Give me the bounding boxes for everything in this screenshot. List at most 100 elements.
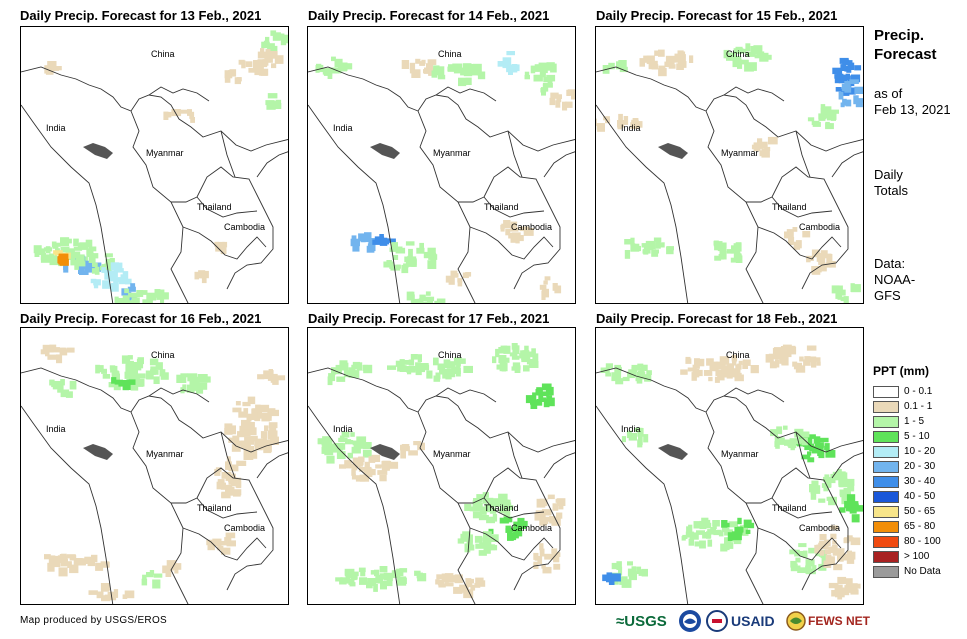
- precip-cell: [52, 244, 59, 249]
- precip-cell: [110, 365, 118, 373]
- daily-line2: Totals: [874, 183, 908, 198]
- precip-cell: [658, 49, 665, 57]
- precip-cell: [845, 99, 852, 107]
- precip-cell: [426, 370, 433, 379]
- precip-cell: [265, 36, 270, 44]
- precip-cell: [839, 507, 846, 513]
- precip-cell: [737, 526, 743, 535]
- precip-cell: [348, 367, 354, 372]
- precip-cell: [407, 369, 412, 375]
- precip-cell: [834, 584, 843, 593]
- precip-cell: [498, 355, 507, 364]
- country-border: [171, 196, 258, 218]
- precip-cell: [524, 71, 530, 78]
- precip-cell: [826, 114, 833, 121]
- precip-cell: [70, 251, 81, 260]
- precip-cell: [776, 426, 783, 435]
- precip-cell: [472, 63, 482, 72]
- precip-cell: [807, 457, 815, 463]
- precip-cell: [724, 537, 732, 545]
- precip-cell: [243, 429, 251, 437]
- precip-cell: [363, 466, 372, 473]
- precip-cell: [689, 532, 699, 540]
- precip-cell: [543, 398, 550, 408]
- precip-cell: [831, 285, 840, 294]
- country-border: [543, 452, 575, 479]
- map-label-thailand: Thailand: [484, 202, 519, 212]
- precip-cell: [839, 480, 849, 488]
- country-border: [746, 196, 833, 218]
- precip-cell: [686, 526, 691, 534]
- legend-item: > 100: [873, 549, 941, 564]
- precip-cell: [70, 259, 78, 266]
- precip-cell: [63, 264, 69, 273]
- precip-cell: [214, 468, 221, 476]
- map-label-india: India: [621, 123, 641, 133]
- country-border: [543, 151, 575, 178]
- precip-cell: [57, 555, 68, 564]
- precip-cell: [722, 365, 732, 373]
- precip-cell: [707, 539, 713, 547]
- precip-cell: [478, 550, 487, 556]
- precip-map: [21, 344, 288, 604]
- legend-swatch: [873, 460, 899, 473]
- precip-cell: [540, 397, 546, 402]
- precip-cell: [60, 379, 65, 386]
- precip-cell: [543, 280, 548, 285]
- precip-cell: [234, 489, 242, 496]
- precip-cell: [825, 450, 836, 458]
- precip-cell: [260, 70, 268, 76]
- precip-cell: [537, 556, 543, 565]
- precip-cell: [653, 237, 662, 242]
- country-border: [795, 130, 811, 178]
- precip-cell: [482, 537, 488, 542]
- precip-cell: [518, 235, 524, 242]
- precip-cell: [819, 437, 829, 443]
- precip-cell: [396, 568, 404, 576]
- precip-cell: [810, 485, 821, 494]
- precip-cell: [442, 373, 449, 379]
- precip-cell: [383, 261, 394, 268]
- precip-cell: [719, 356, 730, 365]
- precip-cell: [510, 221, 518, 228]
- usaid-logo: USAID: [706, 606, 775, 636]
- precip-cell: [226, 456, 231, 463]
- precip-cell: [597, 123, 605, 132]
- precip-cell: [101, 368, 107, 374]
- precip-cell: [275, 32, 281, 40]
- precip-cell: [334, 58, 343, 68]
- country-border: [308, 405, 401, 604]
- precip-cell: [351, 469, 356, 476]
- precip-cell: [834, 474, 843, 479]
- precip-cell: [228, 473, 236, 483]
- legend-title: PPT (mm): [873, 364, 930, 378]
- delta-shape: [83, 444, 113, 460]
- precip-cell: [818, 542, 823, 547]
- precip-cell: [326, 455, 335, 464]
- precip-cell: [626, 430, 632, 439]
- precip-cell: [618, 566, 623, 576]
- legend-label: 65 - 80: [904, 521, 936, 532]
- precip-cell: [733, 538, 742, 545]
- map-label-india: India: [621, 424, 641, 434]
- precip-cell: [127, 355, 133, 360]
- precip-cell: [413, 441, 421, 446]
- precip-cell: [478, 515, 489, 521]
- precip-cell: [427, 247, 436, 257]
- precip-cell: [124, 371, 133, 379]
- precip-cell: [499, 508, 507, 514]
- precip-cell: [149, 358, 159, 366]
- delta-shape: [83, 143, 113, 159]
- precip-cell: [114, 296, 119, 303]
- map-label-myanmar: Myanmar: [433, 449, 471, 459]
- precip-cell: [515, 236, 520, 244]
- precip-cell: [797, 567, 807, 573]
- precip-cell: [257, 51, 268, 59]
- precip-cell: [806, 258, 811, 263]
- precip-cell: [795, 365, 806, 373]
- map-panel-1: China India Myanmar Thailand Cambodia: [20, 26, 289, 304]
- precip-cell: [234, 77, 241, 85]
- precip-cell: [350, 238, 360, 247]
- precip-cell: [435, 579, 440, 585]
- precip-cell: [707, 529, 712, 534]
